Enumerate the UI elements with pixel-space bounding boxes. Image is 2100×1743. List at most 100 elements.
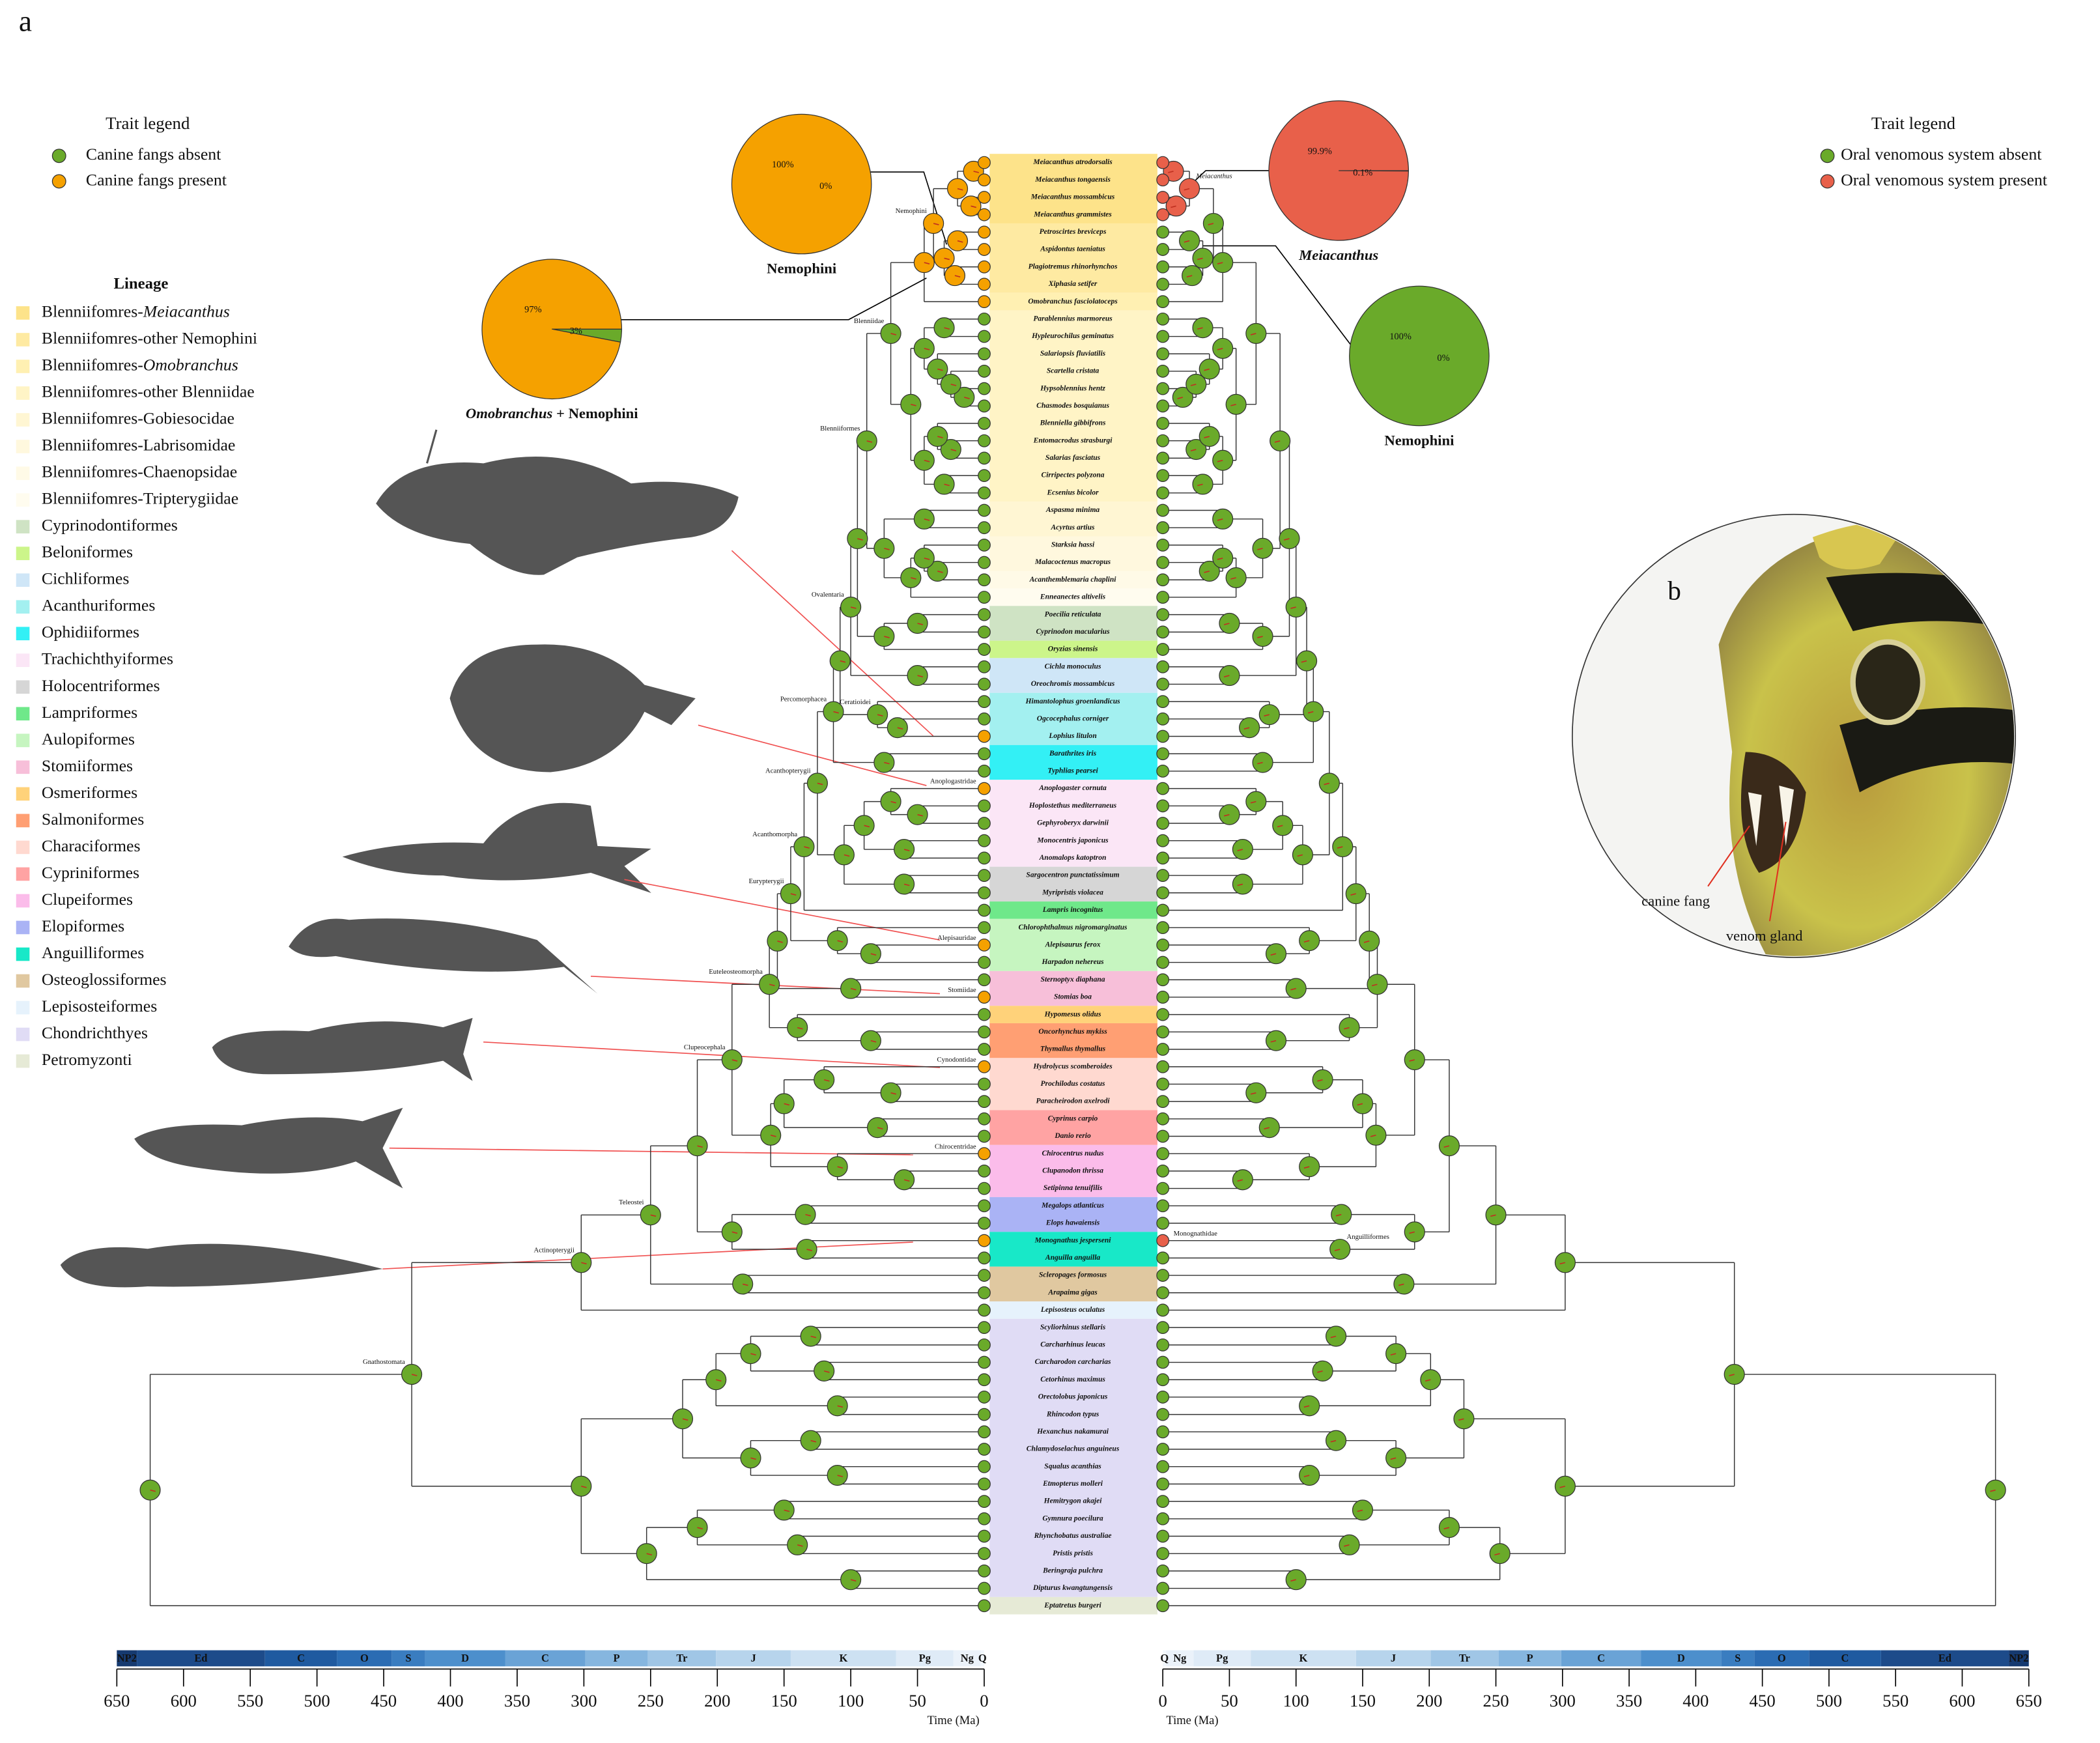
period (425, 1650, 505, 1667)
tip-state (978, 399, 991, 413)
lineage-band (989, 606, 1157, 641)
tip-state (978, 1477, 991, 1491)
tip-state (978, 260, 991, 274)
tip-state (978, 347, 991, 361)
legend-swatch (16, 520, 30, 533)
tip-state (1156, 1391, 1170, 1404)
tick-label: 250 (638, 1691, 664, 1710)
node-tick (1330, 1439, 1337, 1443)
node-tick (1297, 854, 1303, 857)
species-label: Anguilla anguilla (1045, 1254, 1101, 1262)
period-label: C (297, 1652, 305, 1664)
tip-state (1156, 1355, 1170, 1369)
tip-state (1156, 782, 1170, 795)
tip-state (1156, 1129, 1170, 1143)
pie-leader (586, 277, 927, 320)
tip-state (978, 312, 991, 326)
legend-swatch (16, 573, 30, 587)
legend-label: Cyprinodontiformes (42, 516, 178, 535)
legend-swatch (16, 867, 30, 881)
pie-value-label: 0% (819, 181, 832, 191)
node-tick (1204, 436, 1210, 438)
connector (731, 550, 934, 737)
legend-label: Canine fangs present (86, 170, 227, 189)
tip-state (978, 295, 991, 309)
tip-state (1156, 1008, 1170, 1021)
legend-label: Osmeriformes (42, 783, 137, 802)
legend-text: Elopiformes (42, 916, 124, 935)
ancestral-state (787, 1534, 808, 1555)
node-tick (937, 436, 943, 438)
tick-label: 500 (1816, 1691, 1842, 1710)
period-label: C (1841, 1652, 1849, 1664)
tip-state (1156, 747, 1170, 761)
node-tick (837, 1475, 844, 1477)
species-label: Rhincodon typus (1046, 1410, 1100, 1418)
node-tick (890, 333, 897, 335)
tip-state (1156, 1581, 1170, 1595)
period-label: Tr (1459, 1652, 1470, 1664)
pie-title: Meiacanthus (1298, 247, 1378, 263)
node-tick (897, 727, 903, 730)
node-tick (1303, 1405, 1310, 1408)
tip-note: Monognathidae (1174, 1230, 1217, 1238)
node-tick (1237, 1179, 1243, 1182)
lineage-band (989, 692, 1157, 745)
tip-state (978, 365, 991, 378)
period (980, 1650, 984, 1667)
legend-text: Lepisosteiformes (42, 997, 157, 1015)
tip-state (978, 417, 991, 430)
tip-state (1156, 365, 1170, 378)
legend-label: Cichliformes (42, 569, 129, 588)
legend-label: Salmoniformes (42, 810, 144, 829)
tip-state (1156, 521, 1170, 535)
ancestral-state (1393, 1273, 1415, 1295)
tip-state (978, 921, 991, 935)
tip-state (978, 243, 991, 256)
species-label: Meiacanthus mossambicus (1030, 193, 1115, 201)
node-tick (1290, 606, 1296, 609)
ancestral-state (1312, 1360, 1333, 1382)
species-label: Meiacanthus tongaensis (1034, 176, 1111, 184)
tip-state (1156, 1217, 1170, 1230)
tick-label: 200 (1416, 1691, 1442, 1710)
ancestral-state (1339, 1534, 1360, 1555)
legend-label: Chondrichthyes (42, 1023, 148, 1042)
tip-state (1156, 1269, 1170, 1282)
node-label: Gnathostomata (363, 1358, 405, 1366)
tip-state (978, 1043, 991, 1056)
legend-label: Aulopiformes (42, 730, 135, 748)
species-label: Parablennius marmoreus (1033, 315, 1113, 322)
tip-state (1156, 243, 1170, 256)
tick-label: 450 (1750, 1691, 1776, 1710)
legend-swatch (16, 920, 30, 935)
lineage-band (989, 502, 1157, 537)
tip-state (978, 173, 991, 187)
period (953, 1650, 981, 1667)
species-label: Cichla monoculus (1045, 662, 1101, 670)
legend-text: Anguilliformes (42, 943, 144, 962)
species-label: Ecsenius bicolor (1046, 489, 1099, 496)
ancestral-state (1270, 430, 1291, 451)
photo-panel: b canine fang venom gland (1572, 513, 2016, 958)
tip-state (1156, 1060, 1170, 1073)
node-tick (716, 1379, 722, 1382)
species-label: Carcharodon carcharias (1035, 1358, 1111, 1366)
legend-swatch (16, 974, 30, 988)
period (1754, 1650, 1809, 1667)
pie-value-label: 99.9% (1308, 146, 1332, 156)
species-label: Danio rerio (1054, 1132, 1091, 1140)
node-tick (1184, 188, 1190, 191)
node-tick (1390, 1457, 1397, 1460)
tip-state (978, 851, 991, 865)
node-tick (823, 1370, 830, 1373)
legend-label: Canine fangs absent (86, 145, 221, 163)
legend-text: Cypriniformes (42, 863, 139, 882)
species-label: Oryzias sinensis (1048, 645, 1098, 653)
node-tick (937, 368, 943, 371)
node-tick (1290, 987, 1296, 991)
tip-state (1156, 660, 1170, 673)
legend-label: Holocentriformes (42, 676, 160, 695)
tip-state (978, 1060, 991, 1073)
tip-state (1156, 765, 1170, 778)
